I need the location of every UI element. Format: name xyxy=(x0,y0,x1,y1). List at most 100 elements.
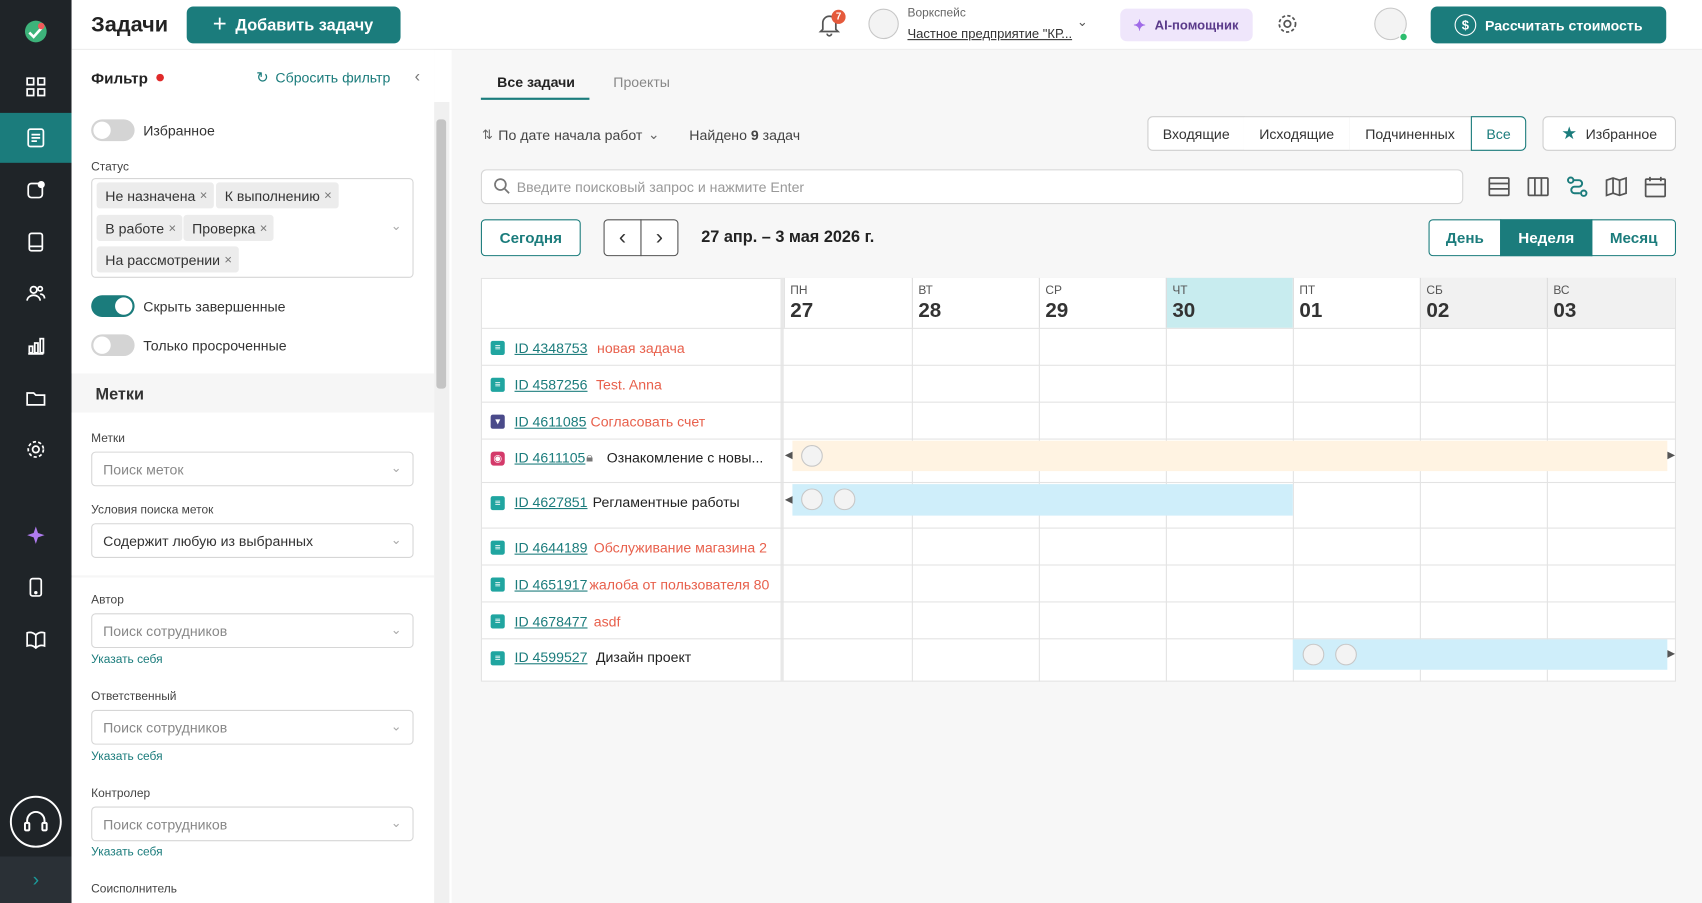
people-icon[interactable] xyxy=(0,268,72,318)
book-icon[interactable] xyxy=(0,217,72,267)
bell-icon[interactable]: 7 xyxy=(818,9,846,37)
only-overdue-toggle[interactable] xyxy=(91,334,135,357)
close-icon[interactable]: × xyxy=(224,251,232,268)
expand-icon[interactable]: › xyxy=(0,856,72,903)
responsible-select[interactable]: Поиск сотрудников ⌄ xyxy=(91,709,414,745)
favorites-button[interactable]: ★ Избранное xyxy=(1542,116,1677,151)
task-row[interactable]: ≡ ID 4599527 Дизайн проект xyxy=(481,638,1677,681)
folder-icon[interactable] xyxy=(0,373,72,423)
gantt-bar[interactable] xyxy=(792,440,1668,472)
status-tag[interactable]: На рассмотрении × xyxy=(96,246,239,273)
user-avatar[interactable] xyxy=(1374,7,1408,42)
gear-icon[interactable] xyxy=(0,424,72,474)
map-view-icon[interactable] xyxy=(1605,176,1627,201)
workspace-name[interactable]: Частное предприятие "КР... xyxy=(907,26,1073,42)
task-name[interactable]: жалоба от пользователя 80 xyxy=(589,576,770,593)
status-multiselect[interactable]: Не назначена × К выполнению × В работе × Пр… xyxy=(91,178,414,278)
column-divider[interactable] xyxy=(780,277,784,682)
task-id-link[interactable]: ID 4651917 xyxy=(514,576,588,593)
task-id-link[interactable]: ID 4644189 xyxy=(514,539,588,556)
tag-condition-select[interactable]: Содержит любую из выбранных ⌄ xyxy=(91,523,414,558)
status-tag[interactable]: Проверка × xyxy=(183,214,274,241)
reset-filter-button[interactable]: ↻ Сбросить фильтр xyxy=(256,68,391,86)
scope-all[interactable]: Все xyxy=(1470,116,1527,151)
controller-assign-self-link[interactable]: Указать себя xyxy=(91,845,163,859)
task-id-link[interactable]: ID 4348753 xyxy=(514,339,588,357)
scope-outgoing[interactable]: Исходящие xyxy=(1243,116,1351,151)
author-select[interactable]: Поиск сотрудников ⌄ xyxy=(91,613,414,649)
sparkle-icon[interactable] xyxy=(0,510,72,560)
view-day-button[interactable]: День xyxy=(1428,219,1502,257)
scrollbar-thumb[interactable] xyxy=(436,119,447,389)
favorites-toggle[interactable] xyxy=(91,119,135,142)
view-week-button[interactable]: Неделя xyxy=(1500,219,1593,257)
status-tag[interactable]: В работе × xyxy=(96,214,183,241)
tab-all-tasks[interactable]: Все задачи xyxy=(497,73,575,91)
gantt-view-icon[interactable] xyxy=(1566,176,1588,201)
grid-icon[interactable] xyxy=(0,62,72,112)
kanban-view-icon[interactable] xyxy=(1527,176,1549,201)
task-name[interactable]: Согласовать счет xyxy=(590,413,706,430)
calendar-view-icon[interactable] xyxy=(1644,176,1667,201)
status-tag[interactable]: К выполнению × xyxy=(216,182,339,209)
task-id-link[interactable]: ID 4599527 xyxy=(514,649,588,666)
tab-projects[interactable]: Проекты xyxy=(613,73,670,91)
chevron-down-icon[interactable]: ⌄ xyxy=(1076,14,1088,30)
scope-incoming[interactable]: Входящие xyxy=(1147,116,1246,151)
close-icon[interactable]: × xyxy=(199,187,208,203)
task-id-link[interactable]: ID 4627851 xyxy=(514,493,588,511)
task-name[interactable]: Ознакомление с новы... xyxy=(606,449,764,466)
task-id-link[interactable]: ID 4611085 xyxy=(514,413,587,430)
close-icon[interactable]: × xyxy=(259,220,268,236)
open-book-icon[interactable] xyxy=(0,614,72,664)
close-icon[interactable]: × xyxy=(168,220,177,236)
next-week-button[interactable]: › xyxy=(640,219,679,257)
tags-select[interactable]: Поиск меток ⌄ xyxy=(91,451,414,487)
chart-icon[interactable] xyxy=(0,321,72,371)
sidebar-scrollbar[interactable] xyxy=(434,102,450,903)
author-assign-self-link[interactable]: Указать себя xyxy=(91,653,163,667)
controller-select[interactable]: Поиск сотрудников ⌄ xyxy=(91,806,414,842)
task-name[interactable]: Test. Anna xyxy=(595,376,662,393)
tasks-icon[interactable] xyxy=(0,112,72,163)
task-row[interactable]: ≡ ID 4587256 Test. Anna xyxy=(481,364,1677,402)
task-row[interactable]: ≡ ID 4651917 жалоба от пользователя 80 xyxy=(481,564,1677,601)
headset-icon[interactable] xyxy=(0,794,72,850)
today-button[interactable]: Сегодня xyxy=(480,219,581,257)
task-row[interactable]: ◉ ID 4611105 🔒︎ Ознакомление с новы... xyxy=(481,438,1677,482)
view-month-button[interactable]: Месяц xyxy=(1591,219,1677,257)
active-tab-underline xyxy=(480,97,590,100)
ai-assistant-button[interactable]: ✦ AI-помощник xyxy=(1120,8,1253,42)
prev-week-button[interactable]: ‹ xyxy=(603,219,642,257)
phone-icon[interactable] xyxy=(0,562,72,612)
task-row[interactable]: ≡ ID 4644189 Обслуживание магазина 2 xyxy=(481,527,1677,565)
task-id-link[interactable]: ID 4611105 xyxy=(514,449,586,466)
gantt-bar[interactable] xyxy=(1292,639,1668,670)
task-name[interactable]: новая задача xyxy=(597,339,685,357)
task-id-link[interactable]: ID 4678477 xyxy=(514,613,588,630)
gantt-bar[interactable] xyxy=(792,484,1293,516)
scope-subordinates[interactable]: Подчиненных xyxy=(1349,116,1472,151)
task-name[interactable]: asdf xyxy=(593,613,621,630)
status-tag[interactable]: Не назначена × xyxy=(96,182,214,209)
sort-dropdown[interactable]: ⇅ По дате начала работ ⌄ xyxy=(481,125,660,143)
task-name[interactable]: Обслуживание магазина 2 xyxy=(593,539,767,556)
logo-icon[interactable] xyxy=(0,7,72,57)
task-id-link[interactable]: ID 4587256 xyxy=(514,376,588,393)
settings-gear-icon[interactable] xyxy=(1277,13,1299,38)
task-name[interactable]: Дизайн проект xyxy=(595,649,692,666)
hide-done-toggle[interactable] xyxy=(91,295,135,317)
list-view-icon[interactable] xyxy=(1488,176,1510,201)
add-task-button[interactable]: + Добавить задачу xyxy=(186,6,401,44)
task-row[interactable]: ≡ ID 4348753 новая задача xyxy=(481,327,1677,365)
close-icon[interactable]: × xyxy=(324,187,332,203)
task-row[interactable]: ≡ ID 4627851 Регламентные работы xyxy=(481,481,1677,528)
search-input[interactable]: Введите поисковый запрос и нажмите Enter xyxy=(480,169,1464,205)
chat-icon[interactable] xyxy=(0,165,72,215)
calc-cost-button[interactable]: $ Рассчитать стоимость xyxy=(1430,6,1667,44)
task-row[interactable]: ▾ ID 4611085 Согласовать счет xyxy=(481,401,1677,439)
collapse-sidebar-icon[interactable]: ‹ xyxy=(414,67,421,86)
task-name[interactable]: Регламентные работы xyxy=(592,493,740,511)
task-row[interactable]: ≡ ID 4678477 asdf xyxy=(481,601,1677,638)
responsible-assign-self-link[interactable]: Указать себя xyxy=(91,750,163,764)
